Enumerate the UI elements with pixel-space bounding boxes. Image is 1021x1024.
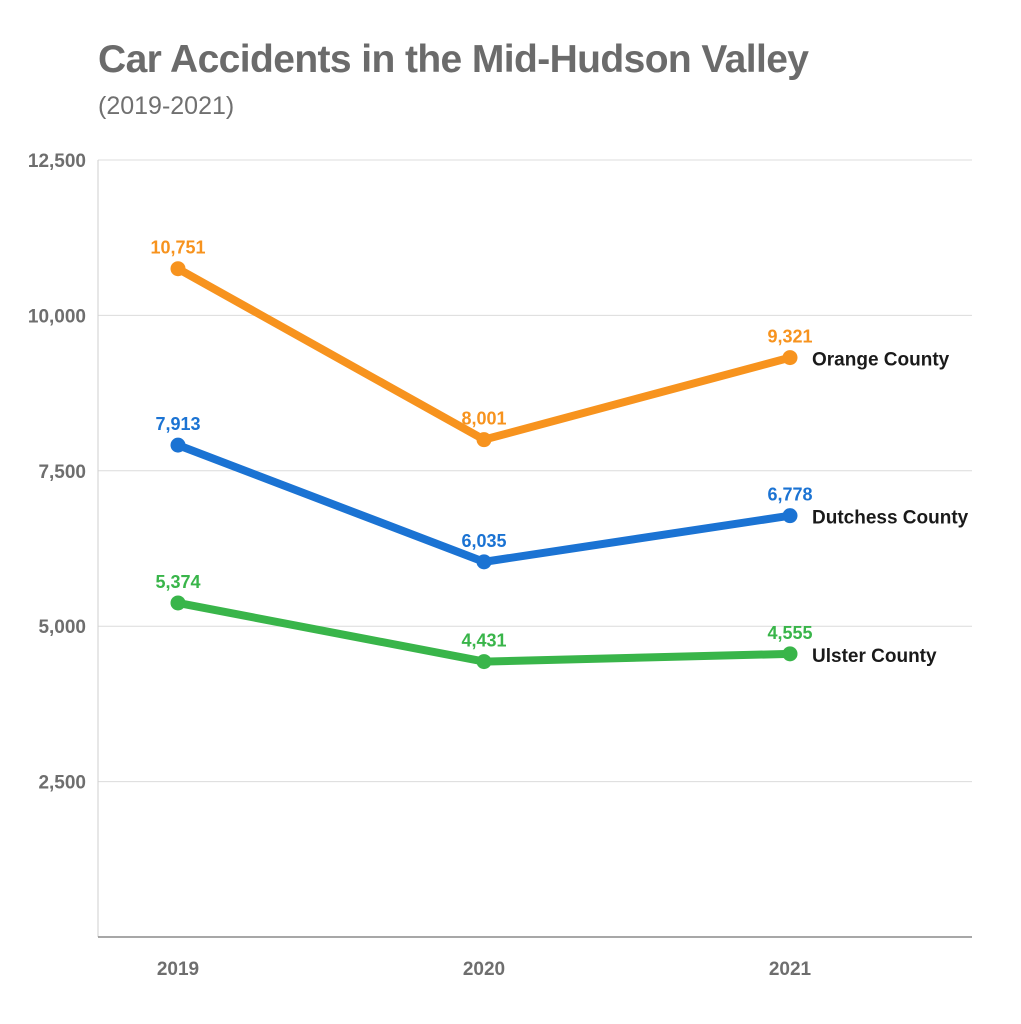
series-name-label: Ulster County: [812, 646, 937, 667]
data-label: 4,431: [461, 631, 506, 651]
chart-title: Car Accidents in the Mid-Hudson Valley: [98, 38, 809, 81]
data-point: [476, 432, 492, 448]
data-points: [170, 261, 798, 670]
data-point: [476, 554, 492, 570]
data-point: [170, 437, 186, 453]
data-label: 6,035: [461, 531, 506, 551]
gridlines: [98, 159, 972, 783]
data-point: [782, 508, 798, 524]
data-label: 9,321: [767, 327, 812, 347]
data-label: 10,751: [150, 238, 205, 258]
data-label: 5,374: [155, 572, 200, 592]
x-tick-label: 2020: [463, 959, 505, 980]
series-lines: [174, 264, 794, 666]
data-label: 6,778: [767, 485, 812, 505]
axes: [97, 160, 972, 938]
data-label: 7,913: [155, 414, 200, 434]
data-label: 4,555: [767, 623, 812, 643]
data-point: [476, 654, 492, 670]
y-tick-label: 2,500: [38, 773, 86, 794]
series-labels: Orange County Dutchess County Ulster Count…: [812, 350, 969, 667]
x-tick-label: 2021: [769, 959, 812, 980]
data-point: [170, 261, 186, 277]
series-name-label: Orange County: [812, 350, 950, 371]
y-tick-label: 10,000: [28, 306, 86, 327]
data-point: [782, 646, 798, 662]
y-tick-label: 7,500: [38, 462, 86, 483]
y-tick-label: 12,500: [28, 151, 86, 172]
data-point: [170, 595, 186, 611]
tick-labels: 2,500 5,000 7,500 10,000 12,500 2019 2020 2021: [28, 151, 812, 980]
data-point: [782, 350, 798, 366]
series-name-label: Dutchess County: [812, 508, 969, 529]
data-labels: 10,751 8,001 9,321 7,913 6,035 6,778 5,374 4,43…: [150, 238, 812, 651]
data-label: 8,001: [461, 409, 506, 429]
y-tick-label: 5,000: [38, 617, 86, 638]
x-tick-label: 2019: [157, 959, 199, 980]
chart-subtitle: (2019-2021): [98, 92, 235, 120]
